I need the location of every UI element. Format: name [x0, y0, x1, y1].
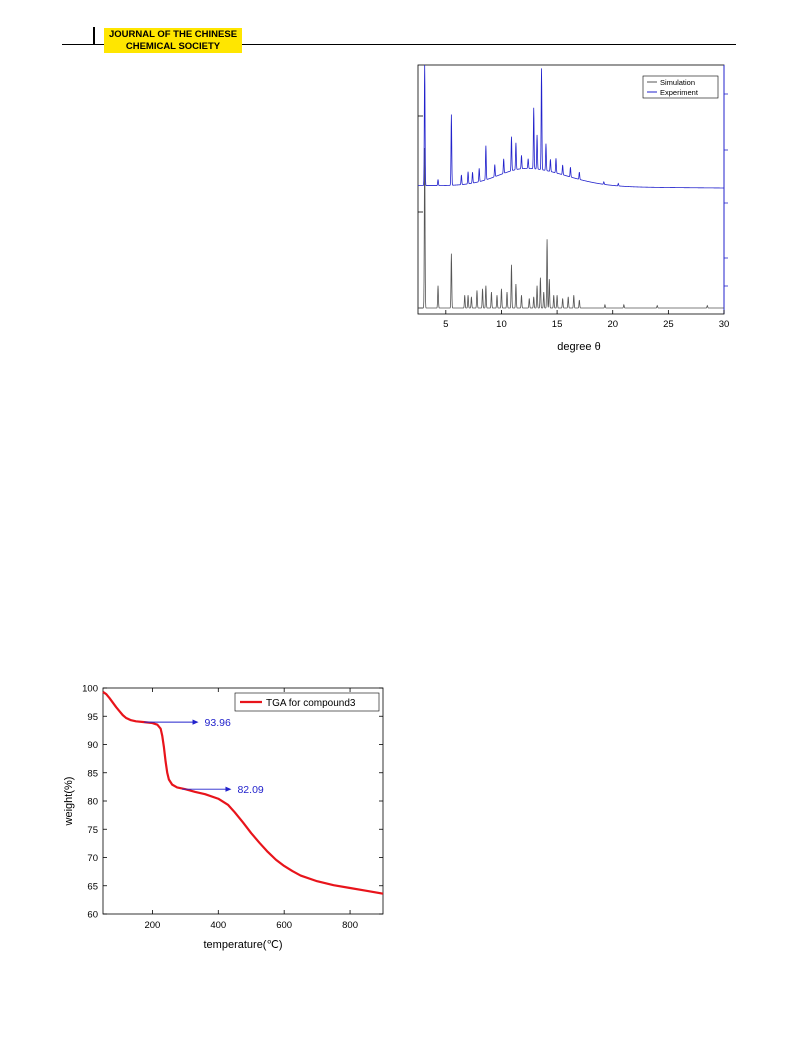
tga-y-tick-label: 85 [87, 768, 98, 779]
pxrd-left-ticks [418, 115, 423, 309]
tga-chart: 60 65 70 75 80 85 90 95 100 200 400 600 800 93.96 82… [63, 684, 384, 951]
tga-y-tick-label: 70 [87, 853, 98, 864]
tga-x-tick-label: 200 [144, 920, 160, 931]
pxrd-plot-frame [417, 64, 725, 315]
tga-annotation-arrowhead [192, 719, 199, 725]
tga-y-tick-label: 100 [82, 684, 98, 695]
pxrd-series-experiment [418, 64, 724, 189]
pxrd-x-tick-label: 20 [607, 319, 618, 330]
tga-y-tick-label: 60 [87, 910, 98, 921]
tga-y-tick-label: 95 [87, 712, 98, 723]
pxrd-legend-box [642, 75, 719, 99]
tga-y-tick-label: 75 [87, 825, 98, 836]
pxrd-series [418, 64, 724, 309]
tga-x-axis-label: temperature(℃) [204, 939, 283, 951]
tga-annotation-label: 93.96 [205, 717, 231, 729]
tga-x-tick-label: 600 [276, 920, 292, 931]
pxrd-series-simulation [418, 147, 724, 309]
header-tick [93, 27, 95, 44]
journal-title-line2: CHEMICAL SOCIETY [125, 40, 221, 52]
tga-x-ticks: 200 400 600 800 [144, 688, 358, 931]
pxrd-chart: 5 10 15 20 25 30 Simulation Experiment degree… [417, 64, 729, 353]
pxrd-right-ticks [724, 93, 728, 287]
tga-y-tick-label: 65 [87, 881, 98, 892]
pxrd-x-ticks: 5 10 15 20 25 30 [443, 310, 729, 330]
journal-title-line1: JOURNAL OF THE CHINESE [108, 29, 238, 40]
pxrd-legend-label-experiment: Experiment [660, 88, 699, 97]
tga-annotations: 93.96 82.09 [144, 717, 264, 796]
tga-legend: TGA for compound3 [234, 692, 380, 712]
tga-legend-label: TGA for compound3 [266, 698, 356, 709]
tga-annotation-label: 82.09 [237, 784, 263, 796]
pxrd-legend-label-simulation: Simulation [660, 78, 695, 87]
tga-annotation-arrowhead [225, 786, 232, 792]
tga-y-ticks: 60 65 70 75 80 85 90 95 100 [82, 684, 383, 921]
tga-legend-box [234, 692, 380, 712]
journal-banner: JOURNAL OF THE CHINESE CHEMICAL SOCIETY [104, 28, 242, 53]
pxrd-x-tick-label: 10 [496, 319, 507, 330]
pxrd-x-tick-label: 15 [552, 319, 563, 330]
tga-x-tick-label: 400 [210, 920, 226, 931]
tga-y-axis-label: weight(%) [63, 777, 75, 827]
tga-y-tick-label: 90 [87, 740, 98, 751]
pxrd-x-axis-label: degree θ [557, 341, 600, 353]
pxrd-x-tick-label: 5 [443, 319, 448, 330]
pxrd-x-tick-label: 30 [719, 319, 730, 330]
tga-curve-group [102, 691, 384, 895]
tga-x-tick-label: 800 [342, 920, 358, 931]
tga-y-tick-label: 80 [87, 797, 98, 808]
pxrd-legend: Simulation Experiment [642, 75, 719, 99]
pxrd-x-tick-label: 25 [663, 319, 674, 330]
header-rule [62, 44, 736, 45]
tga-series-line [102, 691, 384, 895]
